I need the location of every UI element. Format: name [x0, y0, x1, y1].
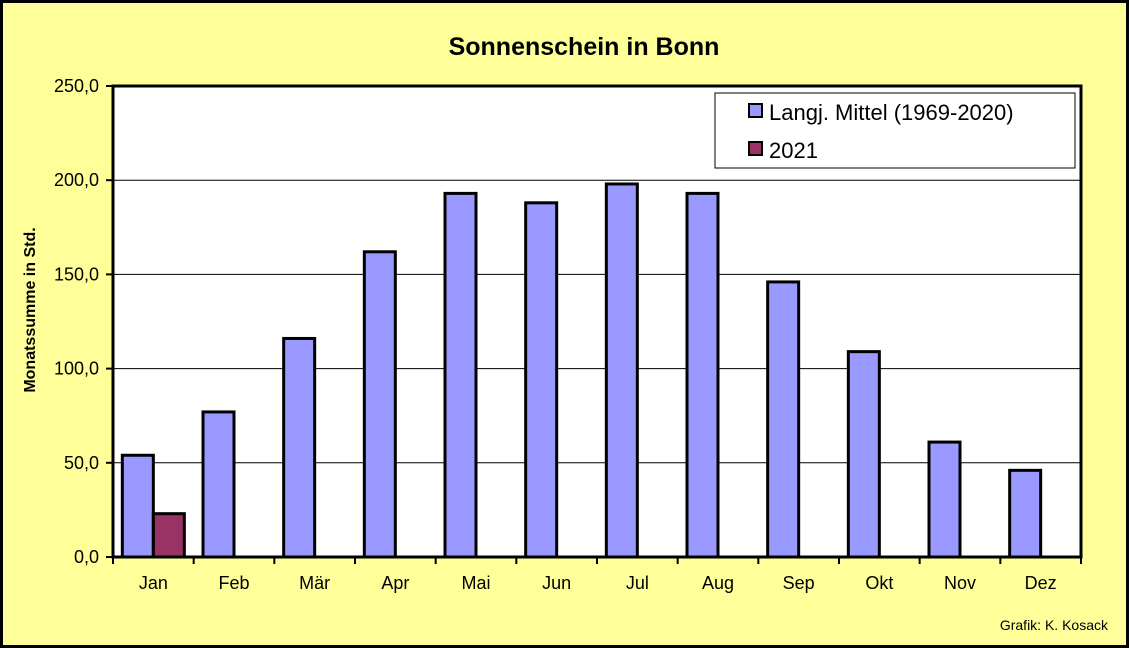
y-axis-label: Monatssumme in Std.	[22, 227, 39, 392]
y-tick-label: 100,0	[54, 359, 99, 379]
legend-label: Langj. Mittel (1969-2020)	[769, 100, 1014, 125]
bar-mittel	[927, 440, 962, 559]
x-tick-label: Okt	[865, 573, 893, 593]
y-tick-labels: 0,0 50,0 100,0 150,0 200,0 250,0	[54, 76, 113, 567]
bar-mittel	[1008, 468, 1043, 559]
legend-box	[714, 92, 1076, 169]
bar-mittel	[524, 201, 559, 559]
credit-text: Grafik: K. Kosack	[1000, 617, 1109, 633]
legend-swatch	[748, 103, 763, 118]
y-tick-label: 150,0	[54, 264, 99, 284]
legend-label: 2021	[769, 138, 818, 163]
x-tick-label: Mai	[461, 573, 490, 593]
bar-mittel	[443, 191, 478, 559]
y-tick-label: 250,0	[54, 76, 99, 96]
legend: Langj. Mittel (1969-2020) 2021	[714, 92, 1076, 169]
legend-swatch	[748, 141, 763, 156]
x-tick-label: Jun	[542, 573, 571, 593]
bar-mittel	[766, 280, 801, 559]
chart-title: Sonnenschein in Bonn	[449, 33, 720, 61]
bar-2021	[151, 512, 186, 559]
x-tick-labels: Jan Feb Mär Apr Mai Jun Jul Aug Sep Okt Nov Dez	[112, 557, 1082, 593]
y-tick-label: 200,0	[54, 170, 99, 190]
x-tick-label: Nov	[944, 573, 976, 593]
grid-lines	[113, 179, 1081, 464]
chart-canvas: Sonnenschein in Bonn Monatssumme in Std.…	[22, 33, 1109, 633]
bar-mittel	[120, 453, 155, 559]
bar-mittel	[362, 250, 397, 559]
x-tick-label: Feb	[218, 573, 249, 593]
bar-mittel	[201, 410, 236, 559]
x-tick-label: Apr	[381, 573, 409, 593]
y-tick-label: 0,0	[74, 547, 99, 567]
x-tick-label: Sep	[783, 573, 815, 593]
bar-mittel	[685, 191, 720, 559]
legend-entries: Langj. Mittel (1969-2020) 2021	[748, 100, 1014, 163]
bar-mittel	[846, 350, 881, 559]
x-tick-label: Jan	[139, 573, 168, 593]
x-tick-label: Dez	[1025, 573, 1057, 593]
x-tick-label: Jul	[626, 573, 649, 593]
y-tick-label: 50,0	[64, 453, 99, 473]
bar-mittel	[604, 182, 639, 559]
bar-mittel	[282, 336, 317, 559]
x-tick-label: Aug	[702, 573, 734, 593]
plot-border	[111, 84, 1083, 559]
x-tick-label: Mär	[299, 573, 330, 593]
